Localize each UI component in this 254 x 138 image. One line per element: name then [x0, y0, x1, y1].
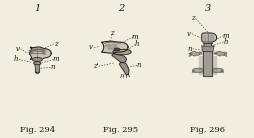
- Ellipse shape: [30, 51, 33, 54]
- Text: m: m: [222, 31, 229, 39]
- Ellipse shape: [34, 62, 41, 65]
- Polygon shape: [35, 64, 40, 67]
- Ellipse shape: [112, 44, 117, 46]
- Text: z: z: [191, 14, 195, 22]
- Text: 1: 1: [34, 4, 40, 13]
- Text: v: v: [187, 30, 191, 38]
- Polygon shape: [201, 33, 217, 42]
- Text: v: v: [89, 43, 93, 51]
- Polygon shape: [193, 68, 204, 72]
- Ellipse shape: [42, 51, 45, 54]
- Polygon shape: [119, 62, 129, 75]
- Ellipse shape: [38, 48, 42, 50]
- Text: 3: 3: [205, 4, 211, 13]
- Polygon shape: [212, 68, 223, 72]
- Text: v: v: [15, 45, 19, 53]
- Ellipse shape: [108, 47, 113, 50]
- Polygon shape: [214, 51, 227, 56]
- Ellipse shape: [114, 48, 120, 51]
- Polygon shape: [35, 67, 39, 72]
- Text: 2: 2: [118, 4, 124, 13]
- Text: Fig. 296: Fig. 296: [190, 126, 225, 134]
- Ellipse shape: [114, 47, 118, 49]
- Text: n: n: [187, 45, 192, 53]
- Polygon shape: [203, 51, 212, 76]
- Polygon shape: [204, 43, 212, 46]
- Polygon shape: [202, 46, 214, 51]
- Ellipse shape: [32, 58, 42, 61]
- Text: m: m: [132, 33, 138, 41]
- Text: z': z': [93, 62, 99, 70]
- Text: z: z: [110, 29, 114, 37]
- Text: z: z: [54, 40, 58, 48]
- Polygon shape: [189, 51, 201, 56]
- Ellipse shape: [116, 49, 119, 50]
- Text: n: n: [50, 63, 55, 71]
- Text: n: n: [137, 61, 141, 69]
- Text: h: h: [135, 40, 139, 48]
- Ellipse shape: [105, 45, 111, 47]
- Text: h: h: [223, 38, 228, 46]
- Text: Fig. 294: Fig. 294: [20, 126, 55, 134]
- Text: Fig. 295: Fig. 295: [103, 126, 138, 134]
- Polygon shape: [112, 54, 126, 63]
- Ellipse shape: [33, 48, 37, 50]
- Text: h: h: [14, 55, 18, 63]
- Polygon shape: [113, 49, 131, 55]
- Text: m: m: [53, 55, 59, 63]
- Polygon shape: [102, 41, 128, 53]
- Polygon shape: [29, 47, 51, 60]
- Polygon shape: [36, 72, 39, 73]
